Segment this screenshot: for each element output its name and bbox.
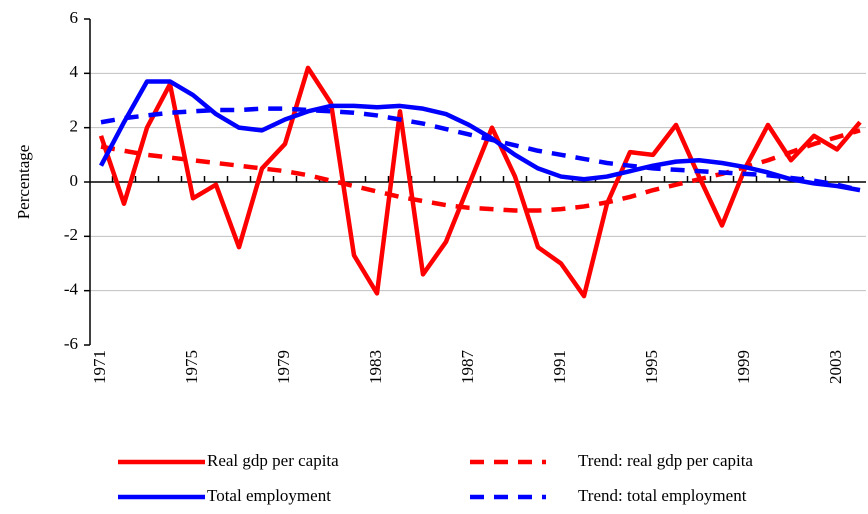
legend-label: Trend: total employment (578, 486, 747, 505)
y-tick-label: 4 (70, 62, 79, 81)
x-tick-label: 1987 (458, 350, 477, 385)
legend-label: Trend: real gdp per capita (578, 451, 753, 470)
legend-label: Real gdp per capita (207, 451, 339, 470)
x-tick-label: 1995 (642, 350, 661, 384)
legend-label: Total employment (207, 486, 331, 505)
y-tick-label: 2 (70, 117, 79, 136)
y-tick-label: 6 (70, 8, 79, 27)
x-tick-label: 2003 (826, 350, 845, 384)
x-tick-label: 1983 (366, 350, 385, 384)
x-tick-label: 1991 (550, 350, 569, 384)
series-line (99, 79, 861, 193)
y-tick-label: -2 (64, 225, 78, 244)
x-tick-label: 1971 (90, 350, 109, 384)
series-line (98, 65, 862, 299)
x-tick-label: 1999 (734, 350, 753, 384)
x-tick-label: 1975 (182, 350, 201, 384)
y-tick-label: -4 (64, 280, 79, 299)
y-tick-label: 0 (70, 171, 79, 190)
y-tick-label: -6 (64, 334, 78, 353)
x-tick-label: 1979 (274, 350, 293, 384)
y-axis-label: Percentage (14, 145, 33, 220)
series-line (100, 128, 861, 213)
series-line (100, 106, 861, 193)
